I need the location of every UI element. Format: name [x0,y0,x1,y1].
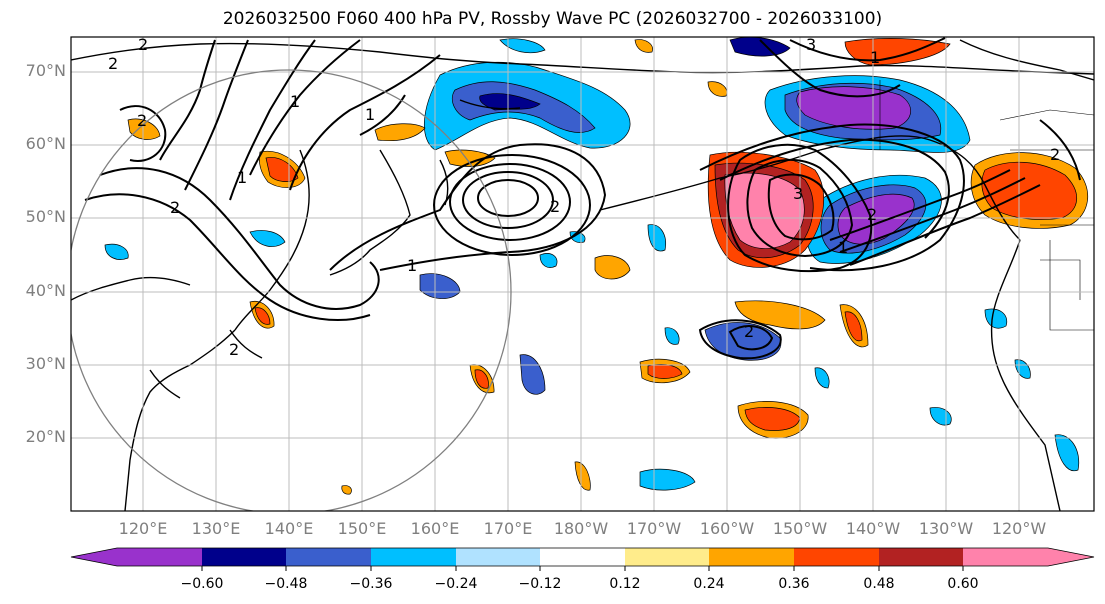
lon-label-160w: 160°W [699,519,755,538]
colorbar-tick-label: 0.60 [947,576,979,592]
colorbar-tick-label: −0.12 [518,576,562,592]
contour-label: 2 [108,54,118,73]
contour-label: 1 [407,256,417,275]
lon-label-150e: 150°E [337,519,387,538]
contour-labels: 2 2 1 1 1 2 1 2 2 3 2 1 2 3 2 1 2 [108,35,1060,359]
contour-label: 2 [229,340,239,359]
colorbar-tick-label: 0.12 [609,576,641,592]
colorbar-tick-label: 0.48 [863,576,895,592]
lon-label-130w: 130°W [918,519,974,538]
lat-label-50n: 50°N [25,207,66,226]
lon-label-120w: 120°W [991,519,1047,538]
contour-label: 3 [806,35,816,54]
colorbar-tick-label: 0.24 [693,576,725,592]
colorbar-tick-label: −0.24 [434,576,478,592]
colorbar-tick-label: −0.36 [349,576,393,592]
lon-label-140e: 140°E [264,519,314,538]
negative-anomaly-shading [104,37,1080,491]
lon-label-180w: 180°W [553,519,609,538]
lon-label-140w: 140°W [845,519,901,538]
contour-label: 1 [290,92,300,111]
lon-label-150w: 150°W [772,519,828,538]
map-frame [70,36,1095,512]
contour-label: 1 [237,168,247,187]
political-borders [879,80,1094,331]
lon-label-170e: 170°E [483,519,533,538]
contour-label: 2 [1050,145,1060,164]
lat-label-20n: 20°N [25,427,66,446]
colorbar-tick-label: −0.48 [264,576,308,592]
pv-contours [84,37,1081,360]
contour-label: 3 [793,184,803,203]
contour-label: 2 [170,198,180,217]
lon-label-160e: 160°E [410,519,460,538]
contour-label: 1 [838,238,848,257]
contour-label: 1 [365,105,375,124]
lat-label-70n: 70°N [25,61,66,80]
map-title: 2026032500 F060 400 hPa PV, Rossby Wave … [222,9,883,29]
lon-label-120e: 120°E [118,519,168,538]
lat-label-40n: 40°N [25,281,66,300]
contour-label: 2 [867,205,877,224]
contour-label: 2 [744,322,754,341]
lat-label-60n: 60°N [25,134,66,153]
contour-label: 2 [550,197,560,216]
lon-label-130e: 130°E [191,519,241,538]
colorbar-tick-label: −0.60 [180,576,224,592]
gridlines [71,37,1094,511]
lon-label-170w: 170°W [626,519,682,538]
radius-circle [71,69,512,511]
contour-label: 2 [138,35,148,54]
colorbar-tick-label: 0.36 [778,576,810,592]
lat-label-30n: 30°N [25,354,66,373]
contour-label: 1 [870,48,880,67]
contour-label: 2 [137,111,147,130]
